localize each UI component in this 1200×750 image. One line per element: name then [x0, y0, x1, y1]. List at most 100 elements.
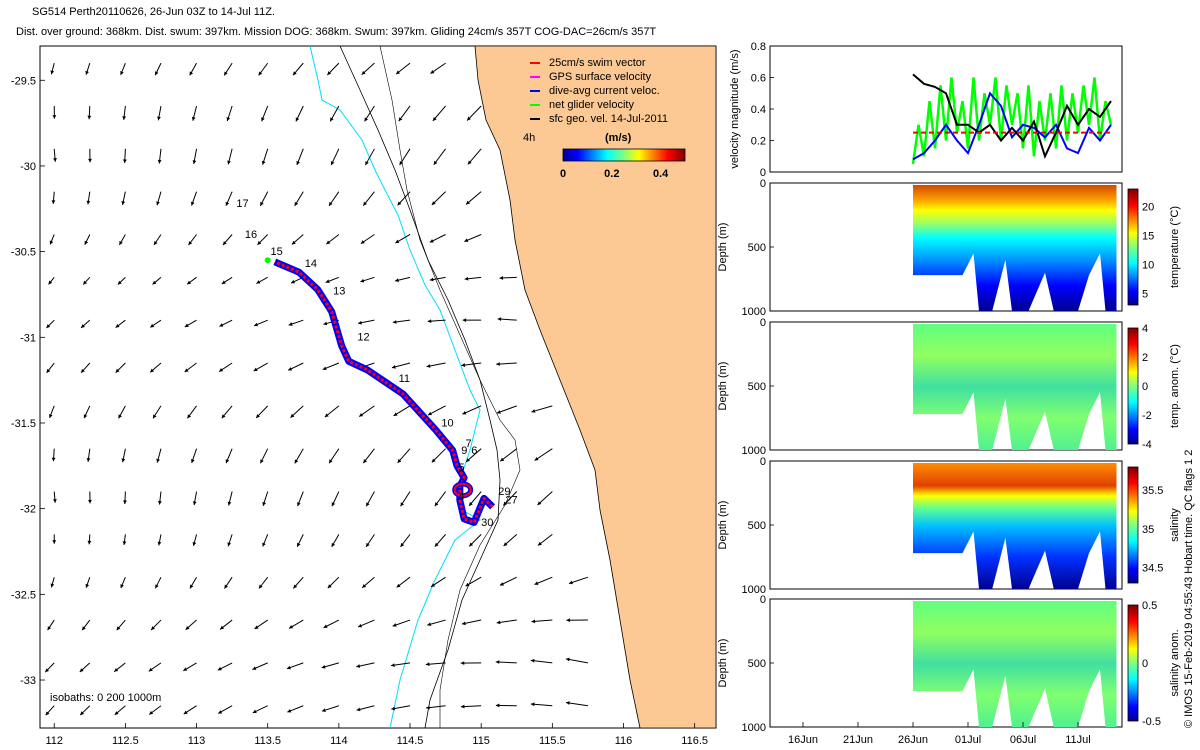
- current-arrow: [149, 362, 162, 373]
- current-arrow: [225, 191, 233, 206]
- time-x-tick-label: 11Jul: [1065, 734, 1090, 746]
- current-arrow: [468, 491, 482, 507]
- velocity-y-tick-label: 0.4: [751, 104, 766, 116]
- current-arrow: [460, 704, 482, 709]
- heatmap-y-tick-label: 0: [760, 178, 766, 190]
- current-arrow: [465, 576, 482, 587]
- map-x-tick-label: 114.5: [397, 735, 424, 747]
- current-arrow: [223, 62, 233, 76]
- current-arrow: [360, 276, 375, 283]
- heatmap-field: [913, 601, 1117, 727]
- current-arrow: [85, 62, 91, 75]
- speed-colorbar: [562, 148, 686, 162]
- current-arrow: [356, 662, 375, 668]
- current-arrow: [152, 405, 162, 419]
- heatmap-y-tick-label: 1000: [742, 445, 766, 457]
- day-label: 7: [466, 438, 472, 450]
- current-arrow: [361, 62, 375, 75]
- current-arrow: [400, 534, 411, 548]
- current-arrow: [121, 191, 126, 205]
- current-arrow: [391, 705, 411, 711]
- current-arrow: [296, 534, 304, 547]
- map-x-tick-label: 115.5: [539, 735, 566, 747]
- current-arrow: [321, 705, 340, 712]
- current-arrow: [400, 491, 411, 507]
- current-arrow: [221, 405, 233, 419]
- current-arrow: [503, 533, 518, 547]
- current-arrow: [361, 576, 375, 589]
- current-arrow: [190, 191, 198, 206]
- day-label: 10: [441, 417, 453, 429]
- current-arrow: [466, 105, 482, 121]
- current-arrow: [499, 576, 517, 586]
- current-arrow: [331, 534, 340, 548]
- time-x-tick-label: 06Jul: [1010, 734, 1036, 746]
- current-arrow: [365, 491, 375, 507]
- current-arrow: [326, 62, 340, 76]
- current-arrow: [286, 662, 304, 670]
- current-arrow: [365, 534, 375, 548]
- current-arrow: [226, 105, 233, 122]
- current-arrow: [150, 619, 162, 631]
- heatmap-colorbar: [1127, 466, 1139, 584]
- velocity-series-line: [912, 73, 1112, 160]
- current-arrow: [427, 319, 446, 324]
- map-x-tick-label: 112.5: [112, 735, 139, 747]
- current-arrow: [393, 405, 411, 417]
- current-arrow: [430, 576, 446, 588]
- time-x-tick-label: 16Jun: [788, 734, 818, 746]
- current-arrow: [221, 276, 233, 285]
- current-arrow: [331, 491, 340, 507]
- current-arrow: [51, 448, 56, 462]
- current-arrow: [468, 534, 482, 547]
- colorbar-tick-label: 15: [1142, 230, 1154, 242]
- speed-colorbar-ticks: 0 0.2 0.4: [560, 168, 669, 180]
- current-arrow: [219, 619, 233, 630]
- current-arrow: [330, 148, 340, 166]
- map-x-tick-label: 112: [45, 735, 63, 747]
- heatmap-y-tick-label: 0: [760, 456, 766, 468]
- current-arrow: [291, 234, 304, 245]
- current-arrow: [184, 319, 197, 328]
- current-arrow: [157, 491, 162, 505]
- heatmap-ylabel: Depth (m): [717, 223, 729, 272]
- current-arrow: [429, 276, 446, 282]
- current-arrow: [497, 317, 517, 322]
- heatmap-colorbar-label: salinity: [1169, 508, 1181, 542]
- current-arrow: [429, 234, 446, 243]
- current-arrow: [184, 362, 197, 373]
- legend-label: 25cm/s swim vector: [549, 57, 646, 69]
- current-arrow: [186, 405, 197, 419]
- map-y-tick-label: -31.5: [11, 418, 36, 430]
- current-arrow: [48, 277, 55, 285]
- current-arrow: [225, 448, 233, 464]
- isobath-0m: [379, 46, 521, 728]
- current-arrow: [356, 705, 375, 712]
- map-legend: 25cm/s swim vector GPS surface velocity di…: [530, 57, 668, 125]
- current-arrow: [121, 448, 126, 463]
- current-arrow: [123, 491, 127, 505]
- current-arrow: [153, 234, 162, 246]
- current-arrow: [431, 191, 446, 206]
- velocity-panel: 0 0.2 0.4 0.6 0.8 velocity magnitude (m/s): [729, 41, 1123, 179]
- current-arrow: [255, 405, 269, 419]
- map-y-tick-label: -29.5: [11, 75, 36, 87]
- current-arrow: [430, 62, 446, 74]
- heatmap-panel: 0 500 1000 Depth (m) 5 10 15 20 temperature (°C): [717, 178, 1181, 318]
- current-arrow: [217, 662, 233, 671]
- current-arrow: [156, 191, 162, 206]
- heatmap-colorbar: [1127, 604, 1139, 722]
- colorbar-tick-label: 2: [1142, 352, 1148, 364]
- current-arrow: [461, 619, 482, 626]
- current-arrow: [148, 662, 162, 672]
- current-arrow: [253, 362, 268, 372]
- heatmap-y-tick-label: 500: [748, 381, 766, 393]
- current-arrow: [87, 534, 92, 545]
- current-arrow: [87, 105, 92, 120]
- current-arrow: [426, 362, 446, 368]
- velocity-y-tick-label: 0: [760, 167, 766, 179]
- current-arrow: [50, 577, 55, 588]
- side-note: © IMOS 15-Feb-2019 04:55:43 Hobart time.…: [1183, 450, 1195, 728]
- day-label: 27: [505, 495, 517, 507]
- current-arrow: [464, 234, 482, 242]
